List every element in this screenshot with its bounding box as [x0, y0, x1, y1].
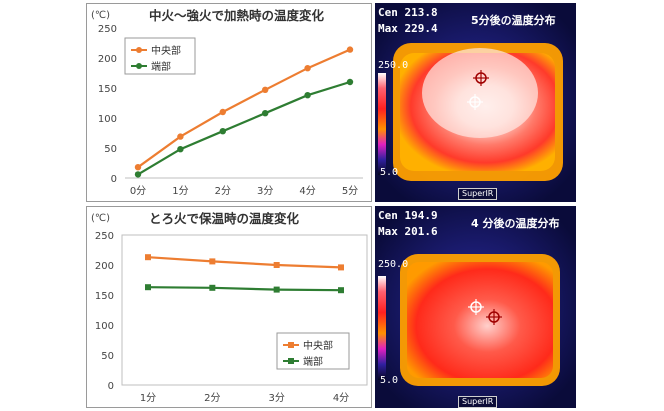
y-tick-label: 250 — [98, 24, 117, 35]
data-point — [219, 108, 226, 116]
y-axis-unit-label: (℃) — [91, 10, 110, 21]
y-tick-label: 150 — [98, 84, 117, 95]
legend-swatch-marker — [288, 358, 294, 364]
max-temperature: Max 201.6 — [378, 225, 438, 238]
series-line-1 — [137, 80, 351, 176]
crosshair-max-icon — [473, 70, 489, 86]
x-tick-label: 4分 — [299, 185, 315, 197]
y-tick-label: 0 — [108, 381, 114, 392]
scale-min-label: 5.0 — [380, 167, 399, 178]
crosshair-max-icon — [486, 309, 502, 325]
thermal-image-5min: Cen 213.8 Max 229.4 5分後の温度分布 250.0 5.0 S… — [375, 3, 576, 202]
thermal-heatmap — [375, 206, 576, 408]
x-tick-label: 5分 — [342, 185, 358, 197]
series-line-1 — [147, 286, 342, 292]
crosshair-center-icon — [468, 299, 484, 315]
color-scale-bar — [378, 73, 386, 175]
y-tick-label: 50 — [104, 144, 117, 155]
x-tick-label: 3分 — [257, 185, 273, 197]
y-tick-label: 0 — [111, 174, 117, 185]
data-point — [134, 164, 142, 171]
heating-chart-panel: 中火～強火で加熱時の温度変化 (℃) 0 50 100 150 200 250 0分 1分 2分 3分… — [86, 3, 372, 202]
thermal-image-4min: Cen 194.9 Max 201.6 4 分後の温度分布 250.0 5.0 … — [375, 206, 576, 408]
legend-label: 中央部 — [151, 44, 181, 57]
thermal-heatmap — [375, 3, 576, 202]
data-point — [219, 128, 226, 135]
max-temperature: Max 229.4 — [378, 22, 438, 35]
series-line-0 — [147, 256, 342, 269]
x-tick-label: 1分 — [140, 392, 156, 404]
data-point — [177, 146, 184, 153]
y-tick-label: 150 — [95, 291, 114, 302]
center-temperature: Cen 194.9 — [378, 209, 438, 222]
legend-box — [124, 37, 196, 75]
warming-chart-panel: とろ火で保温時の温度変化 (℃) 0 50 100 150 200 250 1分 2分 3分 4分 中央… — [86, 206, 372, 408]
x-tick-label: 2分 — [204, 392, 220, 404]
legend-swatch-marker — [136, 47, 142, 53]
data-point — [262, 110, 269, 117]
center-temperature: Cen 213.8 — [378, 6, 438, 19]
data-point — [177, 133, 184, 140]
y-tick-label: 50 — [101, 351, 114, 362]
data-point — [346, 46, 354, 53]
brand-label: SuperIR — [458, 188, 498, 200]
data-point — [145, 284, 151, 291]
data-point — [273, 262, 280, 268]
series-line-0 — [137, 48, 351, 169]
scale-max-label: 250.0 — [378, 60, 409, 71]
data-point — [134, 171, 142, 178]
scale-min-label: 5.0 — [380, 375, 399, 386]
thermal-title: 4 分後の温度分布 — [471, 217, 560, 230]
legend-swatch-marker — [136, 63, 142, 69]
y-axis-unit-label: (℃) — [91, 213, 110, 224]
x-tick-label: 3分 — [268, 392, 284, 404]
data-point — [262, 86, 269, 94]
y-tick-label: 250 — [95, 231, 114, 242]
warming-chart: とろ火で保温時の温度変化 (℃) 0 50 100 150 200 250 1分 2分 3分 4分 中央… — [91, 211, 368, 404]
brand-label: SuperIR — [458, 396, 498, 408]
data-point — [338, 264, 344, 271]
legend-label: 中央部 — [303, 339, 333, 352]
thermal-title: 5分後の温度分布 — [471, 14, 556, 27]
legend-label: 端部 — [151, 60, 171, 73]
x-tick-label: 2分 — [215, 185, 231, 197]
data-point — [346, 78, 354, 86]
color-scale-bar — [378, 276, 386, 380]
x-tick-label: 1分 — [172, 185, 188, 197]
data-point — [145, 254, 151, 261]
x-tick-label: 0分 — [130, 185, 146, 197]
y-tick-label: 100 — [95, 321, 114, 332]
chart-title: とろ火で保温時の温度変化 — [149, 211, 300, 226]
y-tick-label: 100 — [98, 114, 117, 125]
y-tick-label: 200 — [98, 54, 117, 65]
data-point — [304, 65, 311, 72]
y-tick-label: 200 — [95, 261, 114, 272]
crosshair-center-icon — [467, 94, 483, 110]
legend-swatch-marker — [288, 342, 294, 348]
x-tick-label: 4分 — [333, 392, 349, 404]
data-point — [273, 286, 280, 293]
scale-max-label: 250.0 — [378, 259, 409, 270]
heating-chart: 中火～強火で加熱時の温度変化 (℃) 0 50 100 150 200 250 0分 1分 2分 3分… — [91, 8, 363, 197]
data-point — [338, 287, 344, 294]
legend-label: 端部 — [303, 355, 323, 368]
data-point — [209, 258, 216, 265]
data-point — [209, 284, 216, 291]
chart-title: 中火～強火で加熱時の温度変化 — [149, 8, 325, 23]
data-point — [304, 92, 311, 99]
